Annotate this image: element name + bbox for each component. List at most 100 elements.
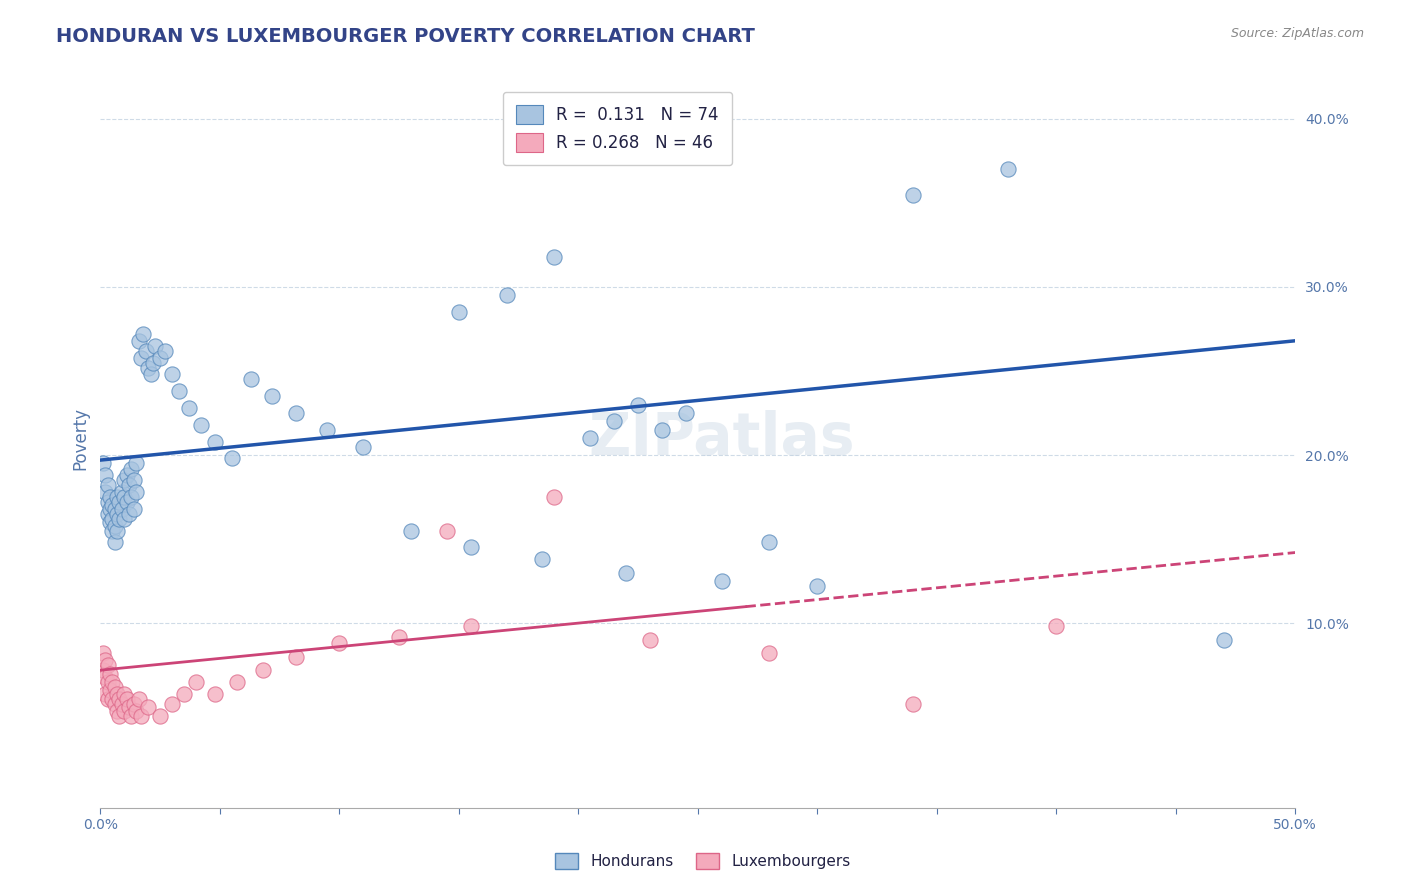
Point xyxy=(129,708,152,723)
Point xyxy=(91,457,114,471)
Point xyxy=(285,406,308,420)
Point xyxy=(603,414,626,428)
Point xyxy=(388,630,411,644)
Point xyxy=(101,499,124,513)
Point xyxy=(221,451,243,466)
Point xyxy=(111,501,134,516)
Y-axis label: Poverty: Poverty xyxy=(72,407,89,470)
Point xyxy=(447,305,470,319)
Point xyxy=(543,250,565,264)
Point xyxy=(239,372,262,386)
Point xyxy=(101,691,124,706)
Point xyxy=(120,490,142,504)
Point xyxy=(94,485,117,500)
Point xyxy=(177,401,200,415)
Point xyxy=(115,495,138,509)
Point xyxy=(139,368,162,382)
Point xyxy=(115,468,138,483)
Point xyxy=(105,490,128,504)
Point xyxy=(105,704,128,718)
Point xyxy=(204,434,226,449)
Point xyxy=(531,552,554,566)
Text: ZIPatlas: ZIPatlas xyxy=(588,409,855,467)
Point xyxy=(160,368,183,382)
Point xyxy=(710,574,733,588)
Point xyxy=(94,687,117,701)
Point xyxy=(184,675,207,690)
Point xyxy=(94,670,117,684)
Legend: Hondurans, Luxembourgers: Hondurans, Luxembourgers xyxy=(548,847,858,875)
Point xyxy=(104,535,127,549)
Point xyxy=(108,495,131,509)
Point xyxy=(98,501,121,516)
Point xyxy=(112,512,135,526)
Point xyxy=(436,524,458,538)
Point xyxy=(153,343,176,358)
Point xyxy=(125,485,148,500)
Point xyxy=(225,675,247,690)
Point xyxy=(136,700,159,714)
Point xyxy=(495,288,517,302)
Point xyxy=(758,535,780,549)
Text: Source: ZipAtlas.com: Source: ZipAtlas.com xyxy=(1230,27,1364,40)
Point xyxy=(112,687,135,701)
Point xyxy=(112,473,135,487)
Point xyxy=(98,666,121,681)
Point xyxy=(104,518,127,533)
Point xyxy=(101,675,124,690)
Point xyxy=(118,507,141,521)
Point xyxy=(105,687,128,701)
Point xyxy=(806,579,828,593)
Point xyxy=(460,541,482,555)
Point xyxy=(122,473,145,487)
Point xyxy=(108,512,131,526)
Point xyxy=(101,512,124,526)
Point xyxy=(111,485,134,500)
Point xyxy=(120,461,142,475)
Point xyxy=(120,708,142,723)
Point xyxy=(252,663,274,677)
Point xyxy=(96,507,118,521)
Point xyxy=(901,187,924,202)
Point xyxy=(1212,632,1234,647)
Point xyxy=(579,431,602,445)
Point xyxy=(94,468,117,483)
Point xyxy=(614,566,637,580)
Point xyxy=(352,440,374,454)
Point xyxy=(316,423,339,437)
Point xyxy=(638,632,661,647)
Point xyxy=(651,423,673,437)
Point xyxy=(98,683,121,698)
Point xyxy=(104,680,127,694)
Point xyxy=(96,478,118,492)
Point xyxy=(122,501,145,516)
Point xyxy=(96,658,118,673)
Point xyxy=(91,663,114,677)
Point xyxy=(136,360,159,375)
Point xyxy=(262,389,284,403)
Point xyxy=(460,619,482,633)
Point xyxy=(1045,619,1067,633)
Point xyxy=(104,697,127,711)
Point xyxy=(135,343,157,358)
Point xyxy=(128,691,150,706)
Point xyxy=(328,636,350,650)
Point xyxy=(108,691,131,706)
Point xyxy=(122,697,145,711)
Point xyxy=(105,524,128,538)
Point xyxy=(997,162,1019,177)
Point xyxy=(173,687,195,701)
Point xyxy=(96,675,118,690)
Point xyxy=(399,524,422,538)
Point xyxy=(675,406,697,420)
Point xyxy=(96,691,118,706)
Point xyxy=(115,691,138,706)
Point xyxy=(111,697,134,711)
Point xyxy=(901,697,924,711)
Legend: R =  0.131   N = 74, R = 0.268   N = 46: R = 0.131 N = 74, R = 0.268 N = 46 xyxy=(503,92,733,165)
Point xyxy=(129,351,152,365)
Point xyxy=(160,697,183,711)
Point xyxy=(108,708,131,723)
Point xyxy=(91,646,114,660)
Point xyxy=(149,351,172,365)
